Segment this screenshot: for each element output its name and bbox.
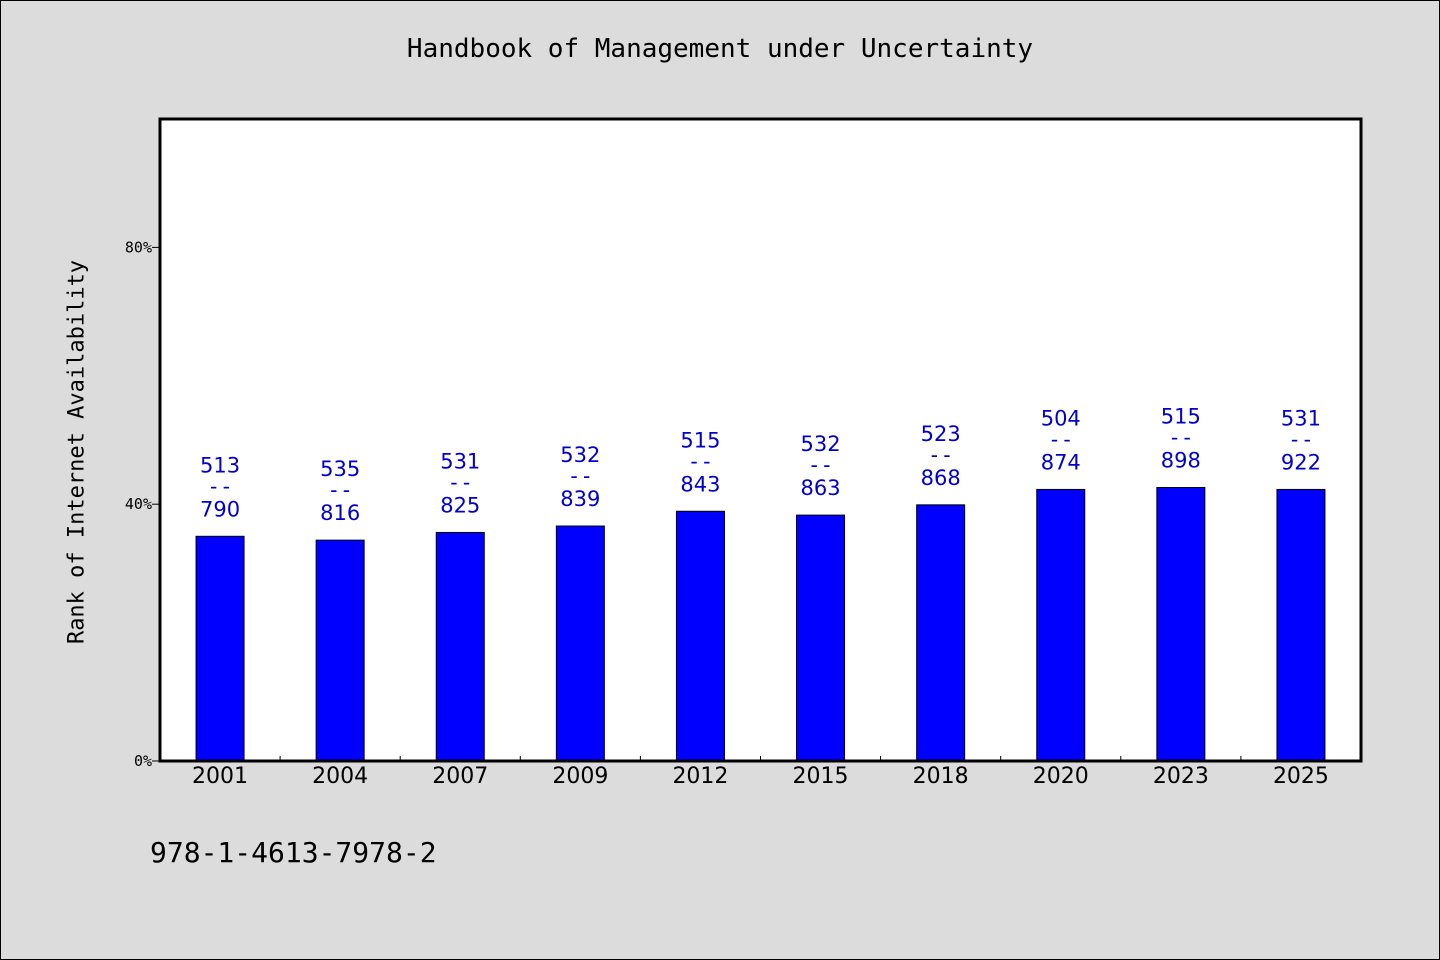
data-label-bottom: 898: [1161, 449, 1201, 473]
x-tick-label: 2025: [1273, 764, 1329, 789]
data-label-separator: --: [207, 474, 232, 498]
bar: [315, 539, 365, 762]
data-label-top: 523: [921, 422, 961, 446]
data-label-separator: --: [688, 449, 713, 473]
data-label-bottom: 863: [801, 476, 841, 500]
data-label-separator: --: [448, 470, 473, 494]
data-label-bottom: 868: [921, 466, 961, 490]
bar: [1156, 487, 1206, 762]
x-tick-label: 2007: [432, 764, 488, 789]
data-label-bottom: 922: [1281, 450, 1321, 474]
data-label-top: 535: [320, 457, 360, 481]
data-label-bottom: 825: [440, 493, 480, 517]
y-tick-label: 80%: [125, 238, 152, 256]
data-label-separator: --: [1048, 427, 1073, 451]
x-tick-label: 2004: [312, 764, 368, 789]
data-label-separator: --: [1288, 427, 1313, 451]
x-tick-label: 2001: [192, 764, 248, 789]
data-label-top: 532: [801, 432, 841, 456]
x-tick-label: 2012: [672, 764, 728, 789]
data-label-bottom: 839: [560, 487, 600, 511]
data-label-top: 532: [560, 443, 600, 467]
data-label-top: 531: [440, 449, 480, 473]
data-label-top: 504: [1041, 406, 1081, 430]
bar: [1276, 488, 1326, 762]
data-label-separator: --: [568, 464, 593, 488]
bar: [1036, 488, 1086, 762]
bar: [916, 504, 966, 762]
bar: [796, 514, 846, 762]
data-label-separator: --: [1168, 426, 1193, 450]
bar: [555, 525, 605, 762]
data-label-bottom: 874: [1041, 450, 1081, 474]
y-tick-label: 0%: [134, 752, 152, 770]
data-label-separator: --: [328, 478, 353, 502]
data-label-bottom: 790: [200, 497, 240, 521]
x-tick-label: 2023: [1153, 764, 1209, 789]
x-tick-label: 2020: [1033, 764, 1089, 789]
data-label-bottom: 843: [680, 472, 720, 496]
x-tick-label: 2009: [552, 764, 608, 789]
y-tick-label: 40%: [125, 495, 152, 513]
bar: [435, 531, 485, 762]
chart-title: Handbook of Management under Uncertainty: [406, 34, 1034, 64]
plot-border: [158, 117, 1363, 763]
data-label-bottom: 816: [320, 501, 360, 525]
bar: [675, 510, 725, 762]
data-label-top: 531: [1281, 406, 1321, 430]
x-tick-label: 2015: [793, 764, 849, 789]
isbn-text: 978-1-4613-7978-2: [150, 836, 437, 869]
data-label-top: 515: [680, 428, 720, 452]
data-label-top: 515: [1161, 405, 1201, 429]
x-tick-label: 2018: [913, 764, 969, 789]
data-label-top: 513: [200, 453, 240, 477]
data-label-separator: --: [928, 443, 953, 467]
bar: [195, 535, 245, 762]
data-label-separator: --: [808, 453, 833, 477]
